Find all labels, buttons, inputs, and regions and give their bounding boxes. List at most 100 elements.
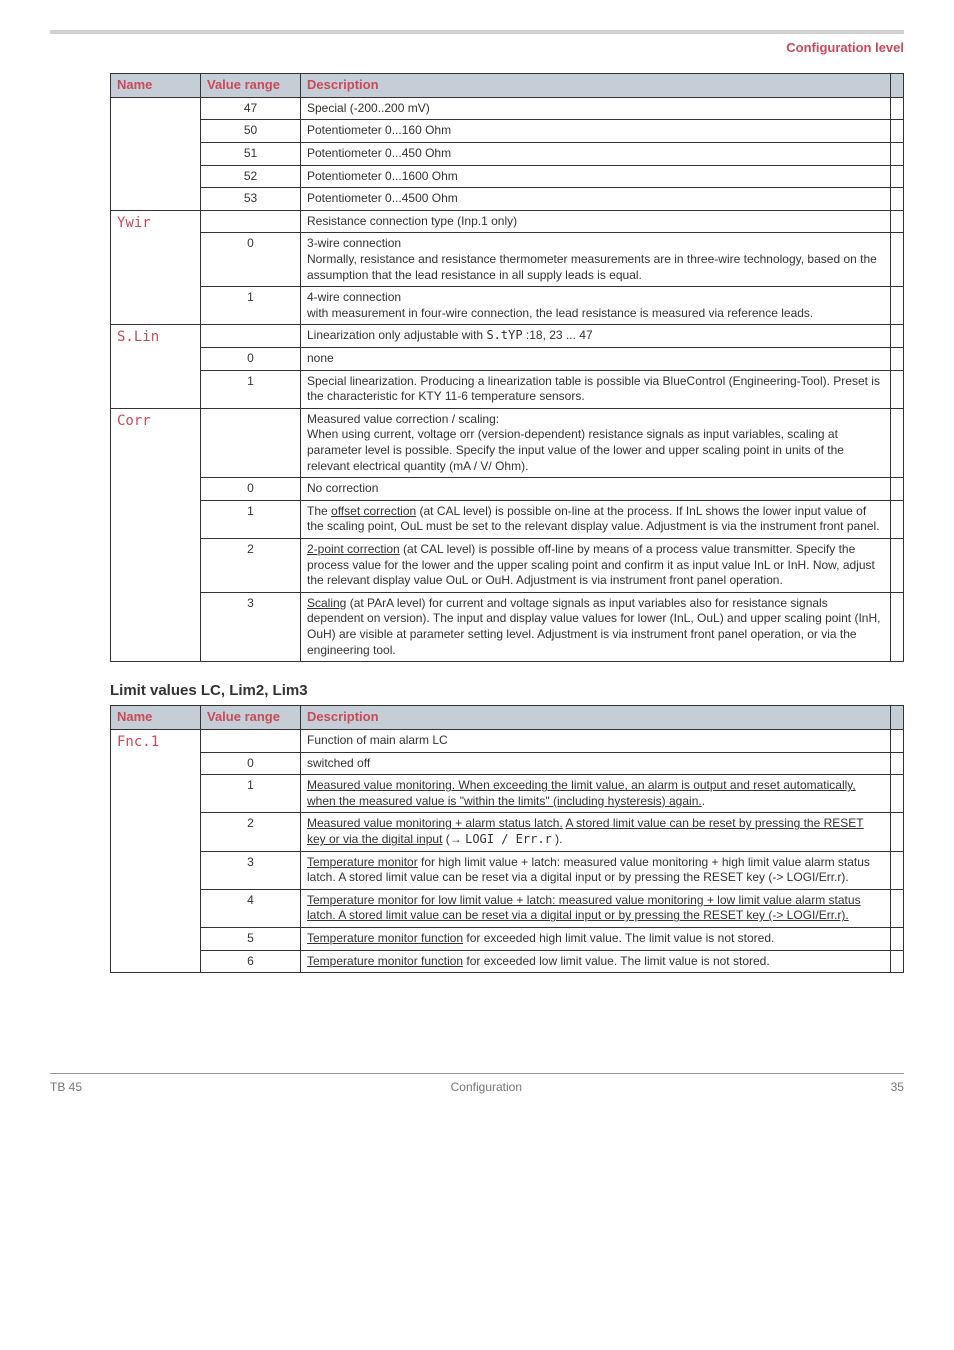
value-range-cell: 3 — [201, 851, 301, 889]
table-row: 5Temperature monitor function for exceed… — [111, 927, 904, 950]
col-desc-header: Description — [301, 706, 891, 730]
table-row: CorrMeasured value correction / scaling:… — [111, 408, 904, 477]
col-name-header: Name — [111, 706, 201, 730]
footer-right: 35 — [891, 1080, 904, 1094]
footer-center: Configuration — [451, 1080, 522, 1094]
value-range-cell: 1 — [201, 370, 301, 408]
col-range-header: Value range — [201, 74, 301, 98]
description-cell: No correction — [301, 478, 891, 501]
section-limit-title: Limit values LC, Lim2, Lim3 — [110, 682, 904, 699]
spacer-cell — [891, 120, 904, 143]
table-row: 1The offset correction (at CAL level) is… — [111, 500, 904, 538]
spacer-cell — [891, 478, 904, 501]
table-row: 6Temperature monitor function for exceed… — [111, 950, 904, 973]
value-range-cell: 2 — [201, 538, 301, 592]
col-range-header: Value range — [201, 706, 301, 730]
spacer-cell — [891, 97, 904, 120]
spacer-cell — [891, 538, 904, 592]
table-row: 3Scaling (at PArA level) for current and… — [111, 592, 904, 661]
spacer-cell — [891, 188, 904, 211]
value-range-cell: 52 — [201, 165, 301, 188]
table-row: S.LinLinearization only adjustable with … — [111, 325, 904, 348]
config-table-1: Name Value range Description 47Special (… — [110, 73, 904, 662]
value-range-cell: 5 — [201, 927, 301, 950]
table-row: 22-point correction (at CAL level) is po… — [111, 538, 904, 592]
top-rule — [50, 30, 904, 34]
param-name-cell: S.Lin — [111, 325, 201, 408]
config-table-2: Name Value range Description Fnc.1Functi… — [110, 705, 904, 973]
description-cell: Temperature monitor function for exceede… — [301, 927, 891, 950]
param-name-cell: Fnc.1 — [111, 730, 201, 973]
value-range-cell: 1 — [201, 775, 301, 813]
description-cell: Resistance connection type (Inp.1 only) — [301, 210, 891, 233]
description-cell: Scaling (at PArA level) for current and … — [301, 592, 891, 661]
spacer-cell — [891, 927, 904, 950]
description-cell: switched off — [301, 752, 891, 775]
description-cell: Measured value correction / scaling:When… — [301, 408, 891, 477]
col-name-header: Name — [111, 74, 201, 98]
value-range-cell: 1 — [201, 500, 301, 538]
value-range-cell: 0 — [201, 348, 301, 371]
footer-left: TB 45 — [50, 1080, 82, 1094]
description-cell: Special (-200..200 mV) — [301, 97, 891, 120]
spacer-cell — [891, 730, 904, 753]
spacer-cell — [891, 210, 904, 233]
value-range-cell: 50 — [201, 120, 301, 143]
description-cell: Function of main alarm LC — [301, 730, 891, 753]
value-range-cell — [201, 325, 301, 348]
table-row: 50Potentiometer 0...160 Ohm — [111, 120, 904, 143]
table-row: YwirResistance connection type (Inp.1 on… — [111, 210, 904, 233]
description-cell: 4-wire connectionwith measurement in fou… — [301, 287, 891, 325]
page-footer: TB 45 Configuration 35 — [50, 1073, 904, 1094]
table-row: 53Potentiometer 0...4500 Ohm — [111, 188, 904, 211]
value-range-cell — [201, 210, 301, 233]
spacer-cell — [891, 165, 904, 188]
spacer-cell — [891, 775, 904, 813]
spacer-cell — [891, 592, 904, 661]
value-range-cell — [201, 408, 301, 477]
spacer-cell — [891, 851, 904, 889]
table-row: 47Special (-200..200 mV) — [111, 97, 904, 120]
table-row: 03-wire connectionNormally, resistance a… — [111, 233, 904, 287]
spacer-cell — [891, 143, 904, 166]
table-row: 1Measured value monitoring. When exceedi… — [111, 775, 904, 813]
table-row: 52Potentiometer 0...1600 Ohm — [111, 165, 904, 188]
spacer-cell — [891, 813, 904, 851]
description-cell: The offset correction (at CAL level) is … — [301, 500, 891, 538]
description-cell: 2-point correction (at CAL level) is pos… — [301, 538, 891, 592]
table-row: 3Temperature monitor for high limit valu… — [111, 851, 904, 889]
param-name-cell: Corr — [111, 408, 201, 661]
description-cell: none — [301, 348, 891, 371]
spacer-cell — [891, 287, 904, 325]
table-row: 14-wire connectionwith measurement in fo… — [111, 287, 904, 325]
value-range-cell — [201, 730, 301, 753]
value-range-cell: 51 — [201, 143, 301, 166]
description-cell: Special linearization. Producing a linea… — [301, 370, 891, 408]
value-range-cell: 0 — [201, 752, 301, 775]
description-cell: 3-wire connectionNormally, resistance an… — [301, 233, 891, 287]
param-name-cell: Ywir — [111, 210, 201, 325]
description-cell: Potentiometer 0...4500 Ohm — [301, 188, 891, 211]
spacer-cell — [891, 408, 904, 477]
value-range-cell: 0 — [201, 233, 301, 287]
spacer-cell — [891, 348, 904, 371]
spacer-cell — [891, 325, 904, 348]
table-header-row: Name Value range Description — [111, 706, 904, 730]
table-row: Fnc.1Function of main alarm LC — [111, 730, 904, 753]
table-row: 0none — [111, 348, 904, 371]
table-row: 2Measured value monitoring + alarm statu… — [111, 813, 904, 851]
table-row: 4Temperature monitor for low limit value… — [111, 889, 904, 927]
param-name-cell — [111, 97, 201, 210]
spacer-cell — [891, 889, 904, 927]
value-range-cell: 0 — [201, 478, 301, 501]
description-cell: Temperature monitor for high limit value… — [301, 851, 891, 889]
description-cell: Temperature monitor for low limit value … — [301, 889, 891, 927]
value-range-cell: 6 — [201, 950, 301, 973]
value-range-cell: 47 — [201, 97, 301, 120]
table-header-row: Name Value range Description — [111, 74, 904, 98]
value-range-cell: 53 — [201, 188, 301, 211]
description-cell: Potentiometer 0...450 Ohm — [301, 143, 891, 166]
col-spacer — [891, 74, 904, 98]
spacer-cell — [891, 752, 904, 775]
spacer-cell — [891, 500, 904, 538]
